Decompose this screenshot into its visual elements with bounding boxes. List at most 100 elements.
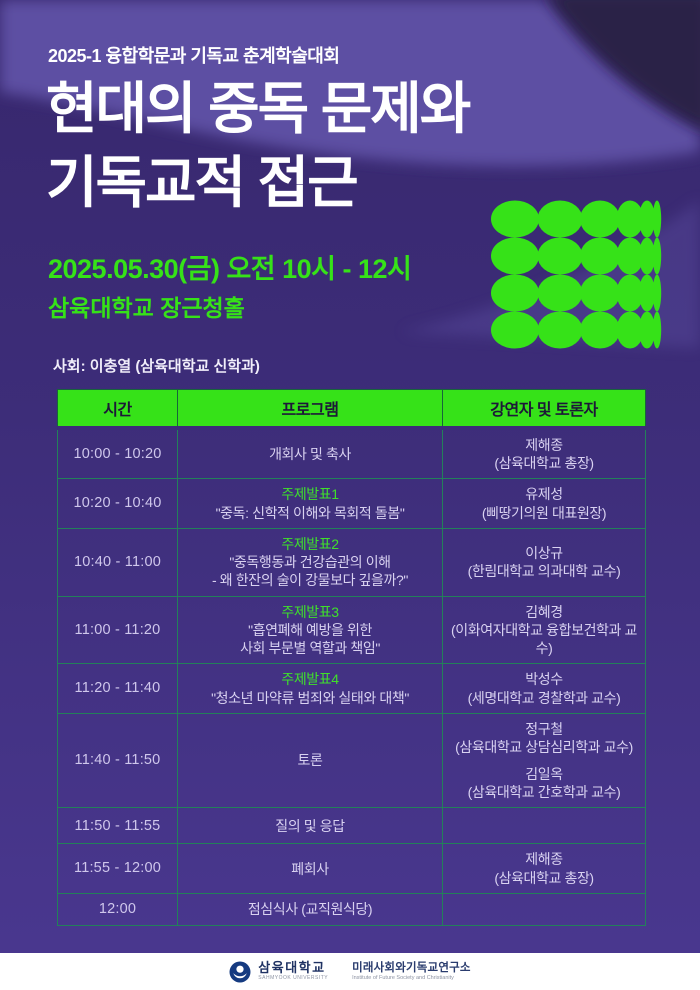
speaker-affiliation: (삐땅기의원 대표원장): [481, 504, 607, 521]
program-label: 주제발표2: [281, 535, 339, 552]
speaker-affiliation: (삼육대학교 총장): [494, 455, 594, 472]
program-label: 주제발표3: [281, 603, 339, 620]
dot-grid-decoration: [491, 200, 662, 349]
program-cell: 주제발표2 "중독행동과 건강습관의 이해 - 왜 한잔의 술이 강물보다 깊을…: [177, 527, 443, 597]
program-title: 개회사 및 축사: [269, 446, 351, 463]
side-event-label-line2: 춘계학술대회: [651, 0, 668, 30]
program-label: 주제발표1: [281, 486, 339, 503]
time-cell: 11:00 - 11:20: [57, 595, 178, 665]
table-row: 11:40 - 11:50 토론 정구철 (삼육대학교 상담심리학과 교수) 김…: [57, 712, 646, 809]
side-event-label: 2025-1 융합학문과 기독교 춘계학술대회: [651, 0, 684, 30]
schedule-table: 시간 프로그램 강연자 및 토론자 10:00 - 10:20 개회사 및 축사…: [57, 389, 646, 926]
time-cell: 11:40 - 11:50: [57, 712, 178, 809]
time-cell: 11:20 - 11:40: [57, 663, 178, 714]
speaker-name: 제해종: [525, 437, 563, 453]
speaker-block: 김혜경 (이화여자대학교 융합보건학과 교수): [449, 603, 639, 658]
program-title: 질의 및 응답: [275, 817, 345, 834]
side-event-label-line1: 2025-1 융합학문과 기독교: [668, 0, 685, 30]
program-cell: 질의 및 응답: [177, 807, 443, 845]
program-title: "청소년 마약류 범죄와 실태와 대책": [211, 689, 409, 706]
poster-title: 현대의 중독 문제와 기독교적 접근: [46, 72, 471, 221]
speaker-affiliation: (세명대학교 경찰학과 교수): [467, 689, 621, 706]
poster-title-line2: 기독교적 접근: [46, 151, 359, 215]
speaker-cell: 제해종 (삼육대학교 총장): [442, 843, 646, 894]
time-cell: 11:50 - 11:55: [57, 807, 178, 845]
institute-subtitle: Institute of Future Society and Christia…: [352, 974, 454, 981]
speaker-affiliation: (한림대학교 의과대학 교수): [467, 563, 621, 580]
time-cell: 10:40 - 11:00: [57, 527, 178, 597]
event-datetime: 2025.05.30(금) 오전 10시 - 12시: [48, 254, 412, 284]
program-title: "중독: 신학적 이해와 목회적 돌봄": [215, 504, 405, 521]
speaker-name: 정구철: [525, 720, 563, 737]
university-name: 삼육대학교: [258, 960, 326, 976]
col-header-time: 시간: [57, 389, 178, 430]
footer-bar: 삼육대학교 SAHMYOOK UNIVERSITY 미래사회와기독교연구소 In…: [0, 953, 700, 990]
moderator-line: 사회: 이충열 (삼육대학교 신학과): [53, 358, 260, 375]
table-row: 11:00 - 11:20 주제발표3 "흡연폐해 예방을 위한 사회 부문별 …: [57, 595, 646, 665]
program-title: 폐회사: [291, 860, 329, 877]
program-cell: 주제발표3 "흡연폐해 예방을 위한 사회 부문별 역할과 책임": [177, 595, 443, 665]
speaker-cell: [442, 892, 646, 926]
speaker-block: 정구철 (삼육대학교 상담심리학과 교수): [449, 720, 639, 756]
speaker-cell: [442, 807, 646, 845]
program-title: "흡연폐해 예방을 위한: [248, 621, 372, 638]
speaker-affiliation: (삼육대학교 총장): [494, 869, 594, 886]
program-cell: 주제발표1 "중독: 신학적 이해와 목회적 돌봄": [177, 478, 443, 529]
program-cell: 개회사 및 축사: [177, 427, 443, 480]
speaker-block: 김일옥 (삼육대학교 간호학과 교수): [449, 765, 639, 801]
speaker-block: 이상규 (한림대학교 의과대학 교수): [449, 544, 639, 580]
table-row: 12:00 점심식사 (교직원식당): [57, 892, 646, 926]
university-subtitle: SAHMYOOK UNIVERSITY: [258, 975, 329, 982]
table-row: 10:40 - 11:00 주제발표2 "중독행동과 건강습관의 이해 - 왜 …: [57, 527, 646, 597]
program-cell: 주제발표4 "청소년 마약류 범죄와 실태와 대책": [177, 663, 443, 714]
light-purple-sweep: [400, 200, 700, 348]
time-cell: 10:00 - 10:20: [57, 427, 178, 480]
speaker-affiliation: (이화여자대학교 융합보건학과 교수): [451, 621, 637, 657]
table-row: 10:00 - 10:20 개회사 및 축사 제해종 (삼육대학교 총장): [57, 427, 646, 480]
program-title: 점심식사 (교직원식당): [247, 901, 373, 918]
institute-name: 미래사회와기독교연구소: [352, 961, 471, 974]
program-label: 주제발표4: [281, 671, 339, 688]
speaker-name: 유제성: [525, 486, 563, 503]
speaker-cell: 김혜경 (이화여자대학교 융합보건학과 교수): [442, 595, 646, 665]
program-title-line2: - 왜 한잔의 술이 강물보다 깊을까?": [212, 572, 408, 589]
col-header-program: 프로그램: [177, 389, 443, 430]
speaker-name: 김일옥: [525, 766, 563, 783]
speaker-name: 이상규: [525, 545, 563, 562]
program-title: 토론: [297, 752, 323, 769]
institute-block: 미래사회와기독교연구소 Institute of Future Society …: [352, 962, 471, 982]
poster-title-line1: 현대의 중독 문제와: [46, 77, 471, 140]
time-cell: 10:20 - 10:40: [57, 478, 178, 529]
speaker-affiliation: (삼육대학교 간호학과 교수): [467, 784, 621, 801]
table-header-row: 시간 프로그램 강연자 및 토론자: [57, 389, 646, 430]
program-title: "중독행동과 건강습관의 이해: [229, 554, 391, 571]
col-header-speakers: 강연자 및 토론자: [442, 389, 646, 430]
speaker-name: 제해종: [525, 851, 563, 868]
program-cell: 점심식사 (교직원식당): [177, 892, 443, 926]
speaker-cell: 정구철 (삼육대학교 상담심리학과 교수) 김일옥 (삼육대학교 간호학과 교수…: [442, 712, 646, 809]
table-row: 11:20 - 11:40 주제발표4 "청소년 마약류 범죄와 실태와 대책"…: [57, 663, 646, 714]
event-venue: 삼육대학교 장근청홀: [48, 295, 245, 321]
program-title-line2: 사회 부문별 역할과 책임": [240, 640, 380, 657]
program-cell: 토론: [177, 712, 443, 809]
university-logo-block: 삼육대학교 SAHMYOOK UNIVERSITY: [229, 960, 329, 983]
time-cell: 11:55 - 12:00: [57, 843, 178, 894]
speaker-cell: 이상규 (한림대학교 의과대학 교수): [442, 527, 646, 597]
speaker-name: 김혜경: [525, 603, 563, 620]
table-row: 11:55 - 12:00 폐회사 제해종 (삼육대학교 총장): [57, 843, 646, 894]
program-cell: 폐회사: [177, 843, 443, 894]
speaker-block: 박성수 (세명대학교 경찰학과 교수): [449, 670, 639, 706]
speaker-block: 제해종 (삼육대학교 총장): [449, 850, 639, 886]
speaker-cell: 박성수 (세명대학교 경찰학과 교수): [442, 663, 646, 714]
sahmyook-logo-icon: [229, 961, 251, 982]
speaker-cell: 유제성 (삐땅기의원 대표원장): [442, 478, 646, 529]
table-row: 11:50 - 11:55 질의 및 응답: [57, 807, 646, 845]
time-cell: 12:00: [57, 892, 178, 926]
speaker-cell: 제해종 (삼육대학교 총장): [442, 427, 646, 480]
speaker-affiliation: (삼육대학교 상담심리학과 교수): [455, 738, 633, 755]
table-row: 10:20 - 10:40 주제발표1 "중독: 신학적 이해와 목회적 돌봄"…: [57, 478, 646, 529]
speaker-block: 제해종 (삼육대학교 총장): [449, 436, 639, 472]
speaker-name: 박성수: [525, 671, 563, 688]
event-label: 2025-1 융합학문과 기독교 춘계학술대회: [48, 46, 340, 66]
